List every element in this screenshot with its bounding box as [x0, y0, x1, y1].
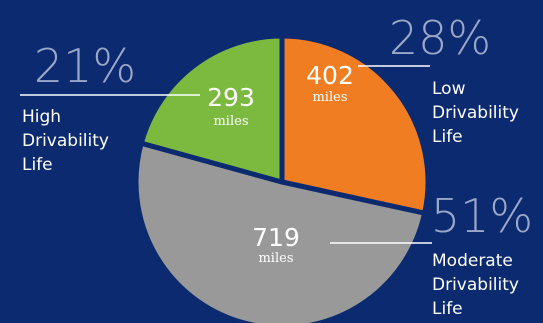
pie-slice-moderate [133, 140, 428, 323]
slice-value-low: 402 [306, 61, 354, 90]
slice-value-moderate: 719 [252, 223, 300, 252]
pie-slice-high [138, 33, 285, 185]
slice-label-moderate: Moderate Drivability Life [432, 251, 519, 319]
slice-unit-low: miles [312, 90, 347, 105]
leader-lines [20, 65, 432, 244]
slice-unit-high: miles [213, 114, 248, 129]
slice-value-high: 293 [207, 83, 255, 112]
pie-slices [133, 33, 431, 323]
slice-unit-moderate: miles [258, 251, 293, 266]
slice-label-high: High Drivability Life [22, 107, 109, 175]
slice-percent-moderate: 51% [431, 189, 533, 243]
slice-percent-high: 21% [34, 39, 136, 93]
slice-percent-low: 28% [389, 11, 491, 65]
pie-slice-low [279, 33, 431, 216]
slice-label-low: Low Drivability Life [432, 79, 519, 147]
